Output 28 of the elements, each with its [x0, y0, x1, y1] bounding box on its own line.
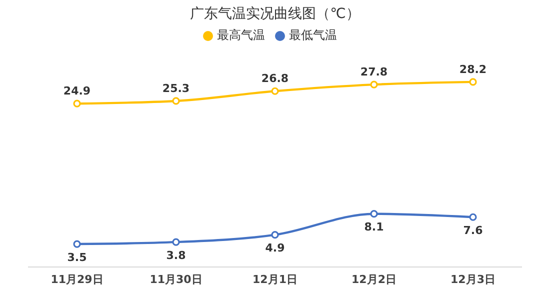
data-label: 4.9: [265, 242, 285, 255]
x-tick-label: 12月1日: [252, 272, 298, 286]
point: [73, 240, 81, 248]
data-label: 25.3: [162, 82, 190, 95]
chart-title: 广东气温实况曲线图（℃）: [189, 5, 361, 23]
legend-label: 最低气温: [289, 28, 337, 42]
x-tick-label: 12月2日: [352, 272, 396, 286]
point: [370, 80, 378, 88]
point: [73, 100, 81, 108]
data-label: 3.5: [67, 250, 87, 264]
point: [271, 87, 279, 95]
data-label: 24.9: [63, 84, 91, 98]
point: [469, 213, 477, 221]
point: [172, 97, 180, 105]
point: [370, 210, 378, 218]
data-label: 26.8: [261, 72, 289, 86]
data-label: 8.1: [364, 220, 384, 234]
data-label: 27.8: [360, 66, 388, 79]
data-label: 28.2: [459, 62, 487, 76]
point: [271, 231, 279, 239]
data-label: 7.6: [463, 224, 484, 237]
x-tick-label: 12月3日: [450, 272, 496, 286]
x-tick-label: 11月30日: [150, 272, 202, 286]
x-tick-label: 11月29日: [50, 272, 104, 286]
point: [469, 78, 477, 86]
data-label: 3.8: [166, 248, 186, 262]
legend-label: 最高气温: [217, 28, 265, 42]
point: [172, 238, 180, 246]
